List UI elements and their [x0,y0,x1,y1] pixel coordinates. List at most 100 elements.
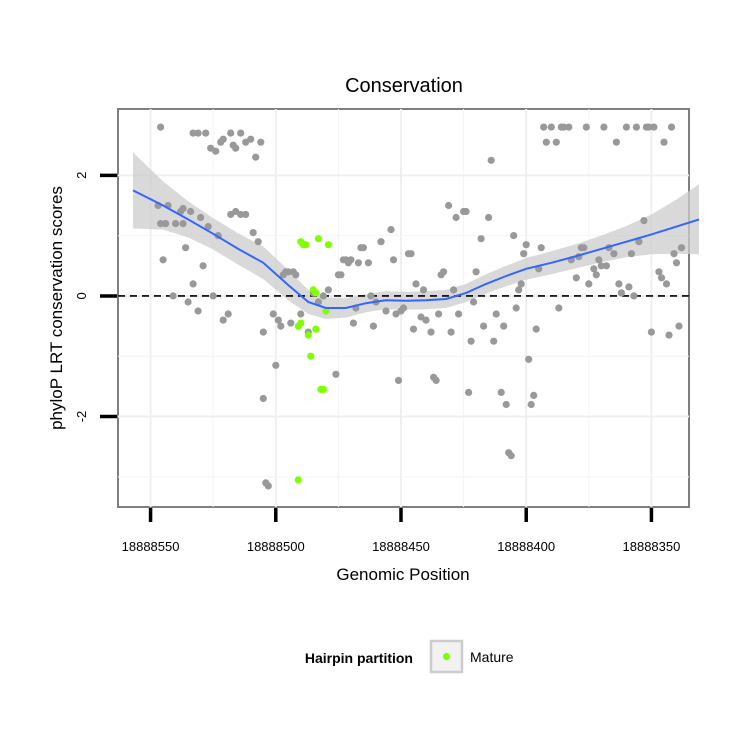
data-point [189,280,197,288]
data-point [407,250,415,258]
data-point [445,201,453,210]
data-point [319,292,327,300]
data-point [610,250,618,258]
x-tick-label: 18888400 [497,539,555,554]
data-point [157,123,165,131]
data-point [194,307,202,315]
data-point [582,123,590,131]
data-point [189,129,197,137]
data-point [627,250,636,258]
data-point [555,304,563,312]
data-point-mature [319,385,327,393]
data-point-mature [304,331,312,339]
data-point [237,129,245,137]
data-point [560,123,568,131]
data-point [592,271,600,279]
data-point [337,271,345,279]
data-point [542,138,550,146]
data-point-mature [312,325,320,333]
chart-title: Conservation [345,75,463,97]
data-point [179,220,187,228]
data-point [480,322,488,330]
data-point [287,319,295,327]
data-point [675,322,683,330]
x-tick-label: 18888450 [372,539,430,554]
data-point [252,153,260,161]
data-point [612,138,621,146]
data-point [517,280,525,288]
confidence-band-area [133,152,699,319]
data-point [157,220,165,228]
data-point [507,452,515,460]
data-point [630,292,638,300]
data-point [665,331,673,339]
data-point [625,283,633,291]
data-point [232,144,240,152]
data-point [419,286,428,294]
data-point [197,213,205,222]
data-point-mature [297,319,305,327]
y-tick-label: 0 [74,292,89,299]
data-point [485,213,493,222]
legend-mature-dot [442,652,451,661]
data-point [412,280,420,288]
data-point [324,286,332,294]
data-point [595,256,603,264]
data-point [525,355,533,363]
data-point [194,129,202,137]
x-axis: 18888550 18888500 18888450 18888400 18888350 [122,508,681,554]
data-point [467,337,475,345]
data-point [662,280,671,288]
data-point [182,244,190,252]
data-point [647,328,656,336]
data-point [227,129,235,137]
data-point [650,123,658,131]
data-point [635,238,643,246]
data-point [487,156,495,164]
smooth-line [132,189,700,309]
data-point [490,337,498,345]
confidence-band [133,152,699,319]
data-point [622,123,631,131]
data-point [269,310,277,318]
y-tick-label: -2 [74,411,89,423]
data-point [387,226,395,234]
data-point [259,328,267,336]
data-point [602,262,611,270]
data-point [440,268,448,276]
data-point [277,322,285,330]
data-point [492,310,500,318]
data-point [367,292,375,300]
data-point [677,244,686,252]
data-point [547,123,555,131]
data-point [552,138,560,146]
data-point [512,304,520,312]
data-point [204,223,212,231]
legend-title: Hairpin partition [305,650,413,666]
data-point [632,123,641,131]
data-point [452,213,460,222]
data-point [527,400,535,409]
data-point [422,316,430,324]
data-point [447,328,455,336]
data-point [615,280,623,288]
data-point [259,394,267,403]
data-point [472,268,480,276]
data-point [237,210,245,219]
data-point [537,244,545,252]
data-point [219,135,227,143]
data-point [254,238,262,246]
data-point [224,310,232,318]
data-point [249,229,257,237]
data-point [377,238,385,246]
legend-key [429,639,464,674]
x-tick-label: 18888500 [247,539,305,554]
data-point [597,262,605,270]
data-point [272,361,280,369]
data-point [399,304,408,312]
x-tick-label: 18888350 [623,539,681,554]
data-point [590,265,598,273]
legend-label-mature: Mature [470,649,514,665]
data-point [264,482,272,490]
